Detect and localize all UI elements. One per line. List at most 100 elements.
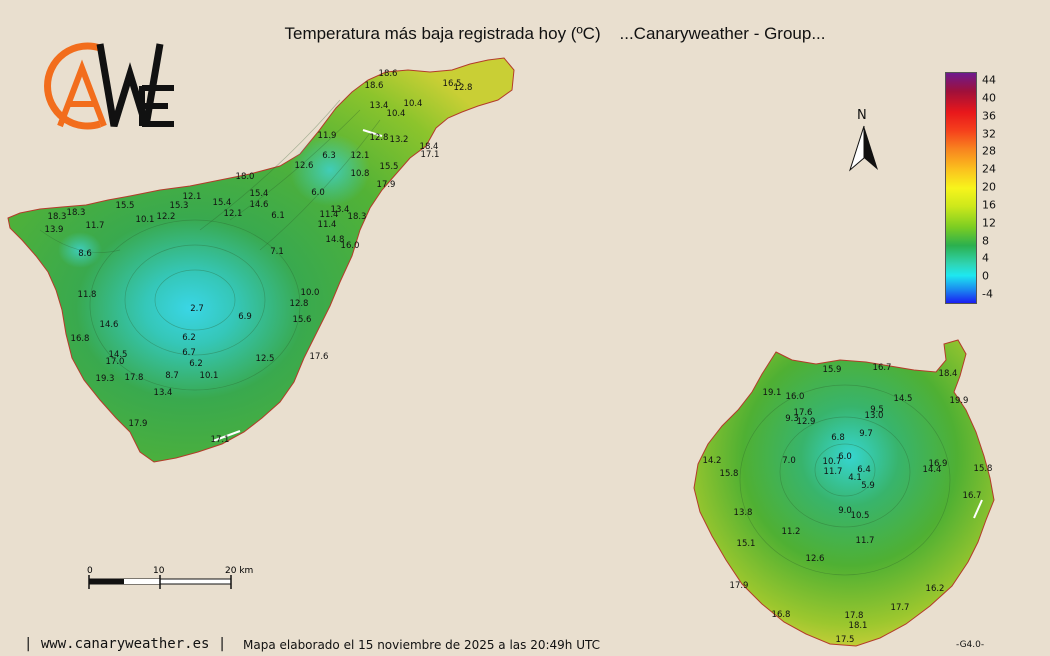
station-reading: 19.9: [950, 396, 969, 406]
legend-label: 8: [982, 234, 989, 247]
station-reading: 5.9: [861, 481, 875, 491]
station-reading: 18.3: [348, 212, 367, 222]
station-reading: 10.5: [851, 511, 870, 521]
station-reading: 12.6: [806, 554, 825, 564]
legend-label: 16: [982, 198, 996, 212]
north-arrow-icon: [848, 125, 878, 172]
temperature-color-scale: [945, 72, 977, 304]
legend-label: -4: [982, 287, 993, 301]
station-reading: 14.4: [923, 465, 942, 475]
station-reading: 12.8: [370, 133, 389, 143]
station-reading: 16.9: [929, 459, 948, 469]
tenerife-island: [7, 57, 515, 463]
canaryweather-logo: [44, 42, 174, 130]
station-reading: 10.7: [823, 457, 842, 467]
station-reading: 15.3: [170, 201, 189, 211]
station-reading: 6.1: [271, 211, 285, 221]
station-reading: 12.1: [224, 209, 243, 219]
station-reading: 12.9: [797, 417, 816, 427]
station-reading: 13.4: [331, 205, 350, 215]
scale-bar: 0 10 20 km: [87, 566, 253, 589]
legend-label: 44: [982, 73, 996, 87]
station-reading: 12.5: [256, 354, 275, 364]
station-reading: 16.8: [71, 334, 90, 344]
station-reading: 14.8: [326, 235, 345, 245]
title-group: ...Canaryweather - Group...: [619, 24, 826, 43]
station-reading: 10.1: [136, 215, 155, 225]
station-reading: 17.8: [125, 373, 144, 383]
station-reading: 18.0: [236, 172, 255, 182]
station-reading: 11.4: [320, 210, 339, 220]
legend-label: 20: [982, 180, 996, 194]
station-reading: 12.1: [183, 192, 202, 202]
legend-label: 0: [982, 269, 989, 283]
station-reading: 11.7: [86, 221, 105, 231]
station-reading: 6.0: [311, 188, 325, 198]
station-reading: 15.5: [380, 162, 399, 172]
station-reading: 6.4: [857, 465, 871, 475]
station-reading: 17.9: [129, 419, 148, 429]
station-reading: 13.9: [45, 225, 64, 235]
logo-w-letter: [96, 43, 164, 128]
station-reading: 16.0: [786, 392, 805, 402]
station-reading: 2.7: [190, 304, 204, 314]
station-reading: 17.0: [106, 357, 125, 367]
station-reading: 13.4: [154, 388, 173, 398]
station-reading: 18.3: [67, 208, 86, 218]
station-reading: 14.5: [109, 350, 128, 360]
legend-label: 12: [982, 216, 996, 230]
station-reading: 9.0: [838, 506, 852, 516]
logo-c-letter: [44, 42, 102, 130]
station-reading: 16.2: [926, 584, 945, 594]
station-reading: 16.7: [873, 363, 892, 373]
station-reading: 9.3: [785, 414, 799, 424]
station-reading: 10.1: [200, 371, 219, 381]
scale-tick-10: 10: [153, 566, 165, 576]
station-reading: 17.1: [211, 435, 230, 445]
station-reading: 14.5: [894, 394, 913, 404]
station-reading: 18.6: [365, 81, 384, 91]
north-label: N: [857, 108, 867, 123]
station-reading: 6.9: [238, 312, 252, 322]
tenerife-readings: 18.618.6 16.512.813.4 10.410.412.8 13.218.4…: [45, 69, 473, 445]
station-reading: 10.4: [387, 109, 406, 119]
station-reading: 17.9: [377, 180, 396, 190]
station-reading: 10.0: [301, 288, 320, 298]
station-reading: 15.4: [250, 189, 269, 199]
station-reading: 11.9: [318, 131, 337, 141]
station-reading: 13.0: [865, 411, 884, 421]
station-reading: 19.1: [763, 388, 782, 398]
station-reading: 17.5: [836, 635, 855, 645]
station-reading: 16.7: [963, 491, 982, 501]
station-reading: 14.6: [100, 320, 119, 330]
footer-version: -G4.0-: [956, 640, 985, 650]
station-reading: 12.1: [351, 151, 370, 161]
station-reading: 18.3: [48, 212, 67, 222]
gran-canaria-island: [693, 339, 995, 647]
station-reading: 6.0: [838, 452, 852, 462]
station-reading: 6.2: [189, 359, 203, 369]
station-reading: 13.4: [370, 101, 389, 111]
station-reading: 11.4: [318, 220, 337, 230]
station-reading: 6.2: [182, 333, 196, 343]
station-reading: 14.2: [703, 456, 722, 466]
footer-map-info: Mapa elaborado el 15 noviembre de 2025 a…: [243, 638, 601, 652]
legend-label: 24: [982, 162, 996, 176]
station-reading: 16.8: [772, 610, 791, 620]
map-title: Temperatura más baja registrada hoy (ºC)…: [0, 24, 1050, 44]
legend-label: 4: [982, 251, 989, 265]
station-reading: 8.6: [78, 249, 92, 259]
station-reading: 4.1: [848, 473, 862, 483]
station-reading: 17.1: [421, 150, 440, 160]
legend-label: 36: [982, 109, 996, 123]
gran-canaria-readings: 15.9 16.7 18.4 19.1 16.0 14.5 19.9 17.69.312.9 9…: [703, 363, 993, 645]
station-reading: 15.1: [737, 539, 756, 549]
station-reading: 19.3: [96, 374, 115, 384]
station-reading: 11.7: [856, 536, 875, 546]
station-reading: 6.3: [322, 151, 336, 161]
title-text: Temperatura más baja registrada hoy (ºC): [284, 24, 601, 43]
station-reading: 12.2: [157, 212, 176, 222]
station-reading: 17.7: [891, 603, 910, 613]
station-reading: 7.1: [270, 247, 284, 257]
station-reading: 9.7: [859, 429, 873, 439]
